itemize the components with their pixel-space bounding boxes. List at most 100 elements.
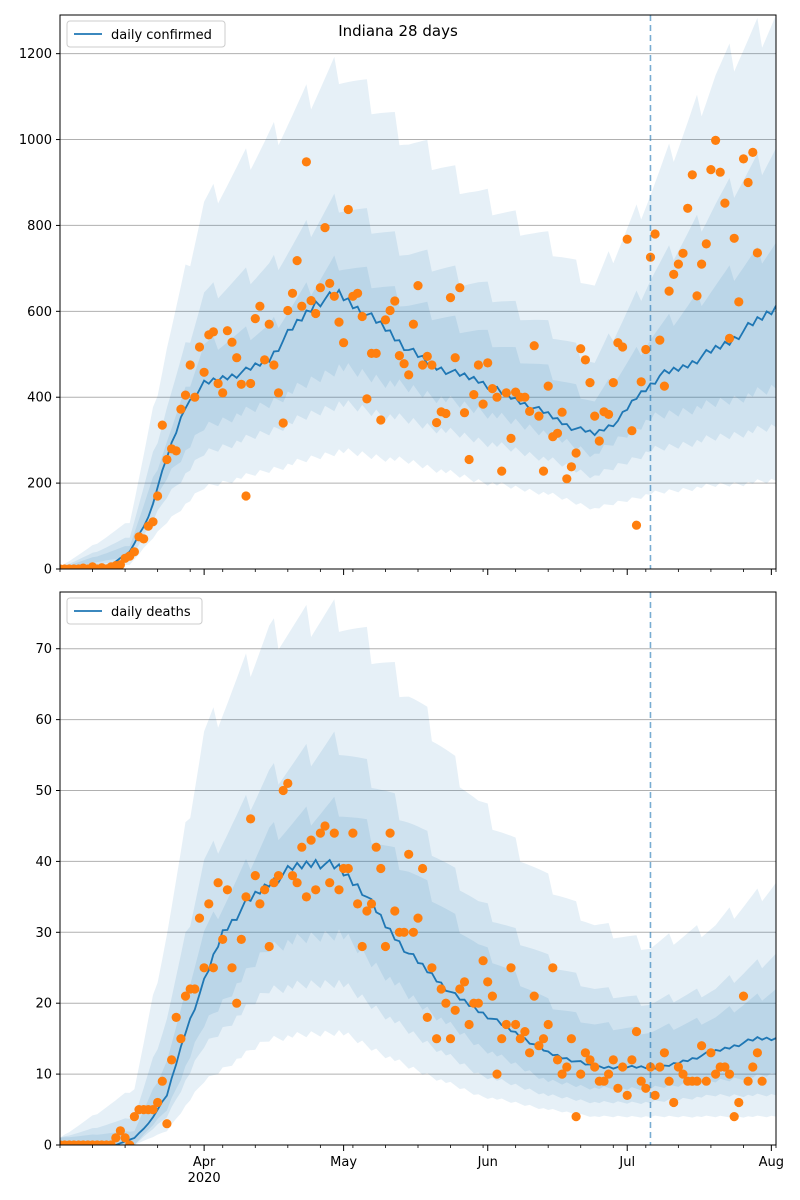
data-point — [306, 296, 316, 306]
data-point — [120, 1133, 130, 1143]
data-point — [190, 984, 200, 994]
data-point — [492, 392, 502, 402]
data-point — [590, 411, 600, 421]
data-point — [376, 415, 386, 425]
data-point — [283, 778, 293, 789]
data-point — [418, 360, 428, 370]
data-point — [701, 1076, 711, 1086]
data-point — [459, 408, 470, 418]
data-point — [538, 466, 549, 476]
data-point — [627, 1055, 637, 1065]
data-point — [255, 899, 265, 909]
data-point — [357, 311, 367, 322]
data-point — [408, 927, 418, 937]
data-point — [301, 157, 311, 167]
data-point — [608, 378, 618, 388]
data-point — [339, 338, 349, 348]
data-point — [571, 448, 581, 458]
data-point — [404, 849, 414, 859]
data-point — [408, 319, 418, 329]
data-point — [469, 390, 479, 400]
data-point — [608, 1055, 618, 1065]
data-point — [599, 1076, 609, 1086]
data-point — [208, 963, 218, 973]
data-point — [664, 1076, 674, 1086]
data-point — [557, 407, 567, 417]
data-point — [162, 1119, 172, 1129]
data-point — [729, 233, 739, 243]
data-point — [483, 977, 493, 987]
x-tick-label: May — [330, 1155, 357, 1170]
data-point — [687, 170, 697, 180]
data-point — [167, 1055, 177, 1065]
data-point — [618, 1062, 628, 1072]
data-point — [297, 301, 307, 311]
data-point — [115, 560, 125, 569]
data-point — [692, 1076, 702, 1086]
data-point — [622, 1090, 632, 1100]
data-point — [115, 1126, 125, 1136]
y-tick-label: 400 — [27, 391, 52, 406]
data-point — [594, 436, 604, 446]
data-point — [287, 871, 298, 881]
data-point — [111, 1133, 121, 1143]
data-point — [641, 1083, 651, 1093]
data-point — [534, 411, 544, 421]
data-point — [306, 835, 316, 845]
x-tick-label: 2020 — [188, 1171, 221, 1186]
data-point — [180, 390, 191, 400]
band-inner — [60, 242, 776, 569]
data-point — [190, 392, 200, 402]
data-point — [464, 454, 474, 465]
data-point — [650, 1090, 660, 1100]
x-tick-label: Jun — [477, 1155, 498, 1170]
data-point — [325, 878, 335, 888]
data-point — [255, 301, 265, 311]
y-tick-label: 60 — [35, 713, 52, 728]
data-point — [455, 283, 465, 293]
data-point — [636, 1076, 646, 1086]
legend: daily confirmed — [66, 20, 226, 48]
data-point — [246, 814, 256, 824]
data-point — [213, 378, 223, 389]
data-point — [273, 871, 284, 881]
data-point — [213, 878, 223, 888]
data-point — [162, 454, 172, 465]
data-point — [669, 269, 679, 279]
data-point — [264, 941, 274, 952]
data-point — [720, 198, 730, 208]
data-point — [729, 1112, 739, 1122]
data-point — [390, 906, 400, 916]
data-point — [264, 319, 274, 329]
data-point — [260, 355, 270, 365]
data-point — [525, 1048, 535, 1058]
data-point — [445, 1034, 456, 1044]
data-point — [627, 426, 637, 436]
data-point — [604, 1069, 614, 1079]
data-point — [529, 991, 539, 1001]
y-tick-label: 50 — [35, 784, 52, 799]
data-point — [734, 1097, 744, 1108]
data-point — [543, 1019, 553, 1030]
data-point — [204, 899, 214, 909]
data-point — [353, 288, 363, 298]
legend-label: daily confirmed — [111, 28, 212, 43]
data-point — [715, 167, 725, 177]
data-point — [385, 305, 395, 316]
data-point — [185, 360, 195, 370]
data-point — [232, 353, 242, 363]
data-point — [706, 165, 716, 175]
band-outer — [60, 599, 776, 1145]
legend-box — [66, 597, 203, 625]
y-tick-label: 40 — [35, 855, 52, 870]
data-point — [557, 1069, 567, 1079]
data-point — [380, 315, 391, 325]
data-point — [659, 1048, 670, 1058]
data-point — [562, 1062, 572, 1072]
data-point — [566, 462, 577, 472]
data-point — [432, 1034, 442, 1044]
data-point — [246, 378, 256, 389]
data-point — [510, 1019, 521, 1030]
